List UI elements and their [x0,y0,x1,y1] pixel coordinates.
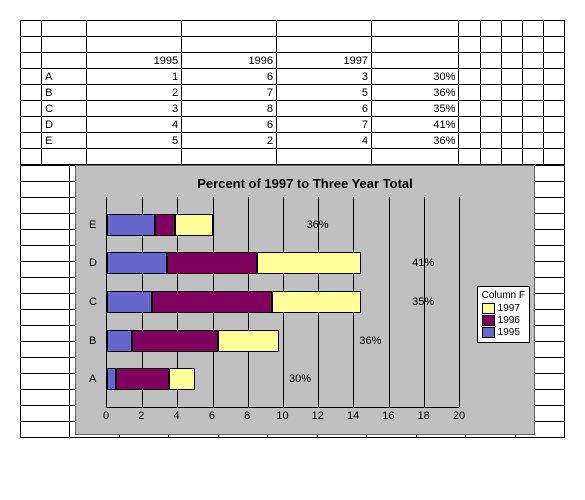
bar-segment [152,291,272,313]
pct-cell[interactable]: 36% [371,133,459,149]
row-label[interactable]: C [42,101,87,117]
bar-segment [257,252,362,274]
table-row[interactable] [21,21,565,37]
x-tick-label: 0 [103,410,109,422]
legend-label: 1995 [498,327,520,338]
header-cell[interactable]: 1995 [87,53,182,69]
table-row[interactable]: A 1 6 3 30% [21,69,565,85]
pct-cell[interactable]: 30% [371,69,459,85]
data-cell[interactable]: 5 [277,85,372,101]
bar-a: A30% [107,368,283,390]
y-tick-label: E [89,219,96,231]
data-cell[interactable]: 3 [277,69,372,85]
bar-end-label: 35% [412,296,434,308]
table-row[interactable] [21,149,565,165]
legend-swatch [482,315,495,326]
bar-segment [175,214,214,236]
bar-segment [107,214,155,236]
x-axis-labels: 02468101214161820 [106,410,459,424]
data-cell[interactable]: 2 [87,85,182,101]
row-label[interactable]: D [42,117,87,133]
data-cell[interactable]: 6 [182,117,277,133]
x-tick-label: 18 [418,410,430,422]
bar-segment [218,330,280,352]
bar-c: C35% [107,291,406,313]
data-cell[interactable]: 6 [277,101,372,117]
legend-item: 1996 [482,315,525,326]
bar-segment [107,330,132,352]
x-tick-label: 4 [174,410,180,422]
chart: Percent of 1997 to Three Year Total E36%… [75,165,535,435]
table-row[interactable]: E 5 2 4 36% [21,133,565,149]
data-cell[interactable]: 7 [277,117,372,133]
x-tick-label: 14 [347,410,359,422]
data-cell[interactable]: 8 [182,101,277,117]
bar-d: D41% [107,252,406,274]
row-label[interactable]: E [42,133,87,149]
header-cell[interactable]: 1996 [182,53,277,69]
legend-title: Column F [482,290,525,301]
row-label[interactable]: B [42,85,87,101]
x-tick-label: 20 [453,410,465,422]
data-cell[interactable]: 7 [182,85,277,101]
legend-item: 1995 [482,327,525,338]
legend: Column F 199719961995 [477,286,530,343]
bar-segment [167,252,257,274]
bar-segment [155,214,174,236]
bar-end-label: 30% [289,373,311,385]
bar-segment [107,252,167,274]
table-row[interactable]: C 3 8 6 35% [21,101,565,117]
bar-e: E36% [107,214,301,236]
chart-title: Percent of 1997 to Three Year Total [76,166,534,197]
header-cell[interactable]: 1997 [277,53,372,69]
x-tick-label: 12 [312,410,324,422]
table-row[interactable]: 1995 1996 1997 [21,53,565,69]
table-row[interactable] [21,37,565,53]
bar-end-label: 36% [307,219,329,231]
bar-segment [132,330,218,352]
bar-b: B36% [107,330,353,352]
x-tick-label: 10 [276,410,288,422]
table-row[interactable]: B 2 7 5 36% [21,85,565,101]
x-tick-label: 2 [138,410,144,422]
pct-cell[interactable]: 36% [371,85,459,101]
bar-segment [107,291,152,313]
data-cell[interactable]: 4 [87,117,182,133]
y-tick-label: B [89,335,96,347]
x-tick-label: 8 [244,410,250,422]
bar-end-label: 36% [359,335,381,347]
bar-segment [107,368,116,390]
spreadsheet-view: 1995 1996 1997 A 1 6 3 30% B 2 7 5 36% C… [20,20,565,450]
legend-item: 1997 [482,303,525,314]
bar-end-label: 41% [412,257,434,269]
x-tick-label: 16 [382,410,394,422]
data-table: 1995 1996 1997 A 1 6 3 30% B 2 7 5 36% C… [20,20,565,165]
table-row[interactable]: D 4 6 7 41% [21,117,565,133]
y-tick-label: C [89,296,97,308]
data-cell[interactable]: 6 [182,69,277,85]
legend-swatch [482,327,495,338]
pct-cell[interactable]: 41% [371,117,459,133]
bar-segment [116,368,169,390]
data-cell[interactable]: 5 [87,133,182,149]
row-label[interactable]: A [42,69,87,85]
legend-label: 1996 [498,315,520,326]
data-cell[interactable]: 2 [182,133,277,149]
bar-segment [169,368,195,390]
data-cell[interactable]: 4 [277,133,372,149]
bar-segment [272,291,362,313]
plot-area: E36% D41% C35% B36% A30% [106,197,459,408]
y-tick-label: D [89,257,97,269]
legend-swatch [482,303,495,314]
legend-label: 1997 [498,303,520,314]
x-tick-label: 6 [209,410,215,422]
data-cell[interactable]: 1 [87,69,182,85]
data-cell[interactable]: 3 [87,101,182,117]
pct-cell[interactable]: 35% [371,101,459,117]
y-tick-label: A [89,373,96,385]
